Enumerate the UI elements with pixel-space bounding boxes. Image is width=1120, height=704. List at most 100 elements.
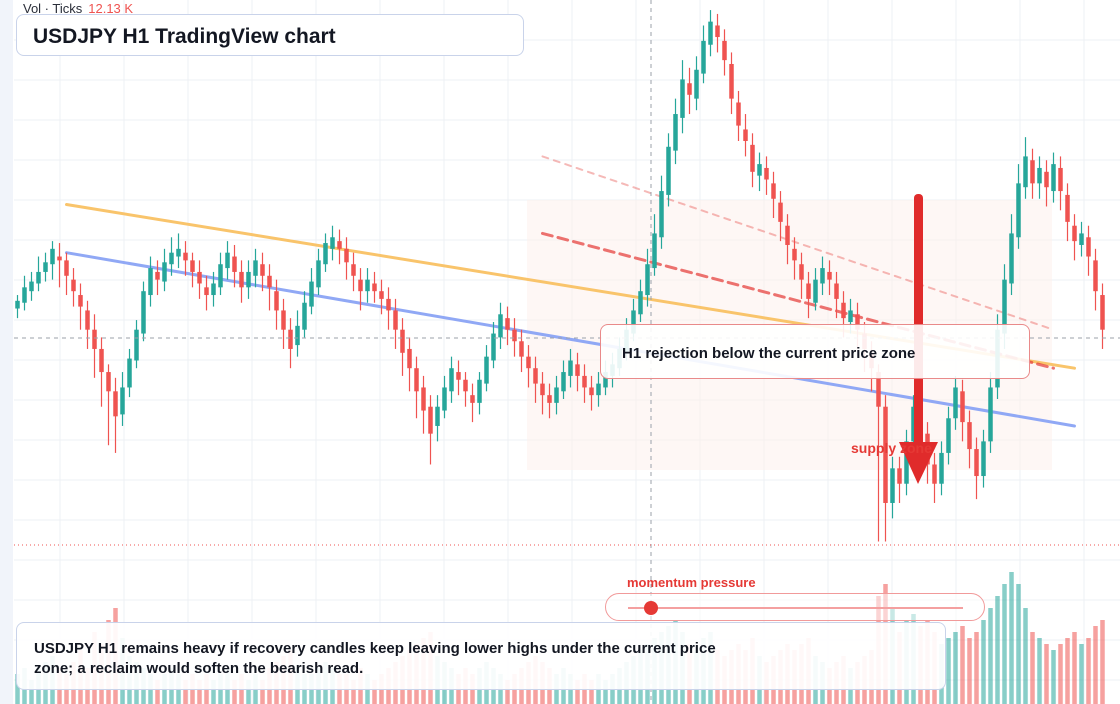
candle-body <box>421 387 426 411</box>
candle-body <box>141 291 146 334</box>
momentum-slider[interactable] <box>605 593 985 621</box>
candle-body <box>211 283 216 296</box>
summary-text: USDJPY H1 remains heavy if recovery cand… <box>34 640 716 677</box>
candle-body <box>274 291 279 311</box>
candle-body <box>204 287 209 296</box>
volume-bar <box>246 680 251 704</box>
candle-body <box>988 387 993 442</box>
candle-body <box>904 441 909 484</box>
candle-body <box>85 310 90 330</box>
candle-body <box>463 379 468 392</box>
volume-bar <box>1100 620 1105 704</box>
candle-body <box>652 233 657 269</box>
candle-body <box>372 283 377 292</box>
volume-bar <box>15 674 20 704</box>
candle-body <box>750 144 755 172</box>
candle-body <box>15 300 20 309</box>
volume-bar <box>505 680 510 704</box>
candle-body <box>1023 156 1028 188</box>
volume-indicator: Vol · Ticks 12.13 K <box>23 1 133 16</box>
candle-body <box>134 329 139 361</box>
candle-body <box>393 310 398 330</box>
candle-body <box>1016 183 1021 238</box>
candle-body <box>1072 225 1077 242</box>
candle-body <box>260 264 265 276</box>
candle-body <box>57 256 62 261</box>
candle-body <box>827 271 832 280</box>
candle-body <box>113 391 118 417</box>
candle-body <box>561 372 566 392</box>
volume-bar <box>232 680 237 704</box>
volume-bar <box>1023 608 1028 704</box>
candle-body <box>967 422 972 450</box>
candle-body <box>715 25 720 38</box>
candle-body <box>806 283 811 299</box>
candle-body <box>239 271 244 288</box>
volume-bar <box>1016 584 1021 704</box>
candle-body <box>911 406 916 442</box>
candle-body <box>414 368 419 392</box>
volume-bar <box>974 632 979 704</box>
volume-label: Vol · Ticks <box>23 1 83 16</box>
candle-body <box>932 464 937 484</box>
candle-body <box>169 252 174 265</box>
candle-body <box>771 183 776 199</box>
volume-bar <box>1058 644 1063 704</box>
candle-body <box>1079 233 1084 245</box>
candle-body <box>92 329 97 349</box>
candle-body <box>22 287 27 303</box>
candle-body <box>435 406 440 426</box>
volume-bar <box>967 638 972 704</box>
candle-body <box>1009 233 1014 284</box>
candle-body <box>722 40 727 61</box>
candle-body <box>120 387 125 415</box>
candle-body <box>813 279 818 303</box>
candle-body <box>106 372 111 392</box>
candle-body <box>512 329 517 342</box>
candle-body <box>680 79 685 118</box>
candle-body <box>659 191 664 238</box>
candle-body <box>428 406 433 434</box>
volume-bar <box>960 626 965 704</box>
candle-body <box>974 449 979 477</box>
volume-bar <box>589 680 594 704</box>
candle-body <box>575 364 580 376</box>
candle-body <box>323 243 328 265</box>
candle-body <box>939 452 944 484</box>
candle-body <box>162 262 167 282</box>
volume-bar <box>1079 644 1084 704</box>
momentum-knob[interactable] <box>644 601 659 615</box>
candle-body <box>666 146 671 195</box>
candle-body <box>631 310 636 334</box>
candle-body <box>36 271 41 284</box>
volume-bar <box>953 632 958 704</box>
chart-grid <box>14 0 1120 704</box>
volume-bar <box>183 680 188 704</box>
candle-body <box>792 248 797 261</box>
volume-value: 12.13 K <box>88 1 134 16</box>
supply-zone-label: supply zone <box>851 440 932 456</box>
candle-body <box>645 264 650 296</box>
rejection-note-card: H1 rejection below the current price zon… <box>600 324 1030 379</box>
bearish-arrow <box>899 194 938 484</box>
candle-body <box>708 21 713 45</box>
volume-bar <box>988 608 993 704</box>
candle-body <box>1044 171 1049 188</box>
volume-bar <box>995 596 1000 704</box>
candle-body <box>197 271 202 284</box>
candle-body <box>99 348 104 373</box>
candle-body <box>148 268 153 296</box>
candle-body <box>358 279 363 292</box>
candle-body <box>365 279 370 292</box>
candle-body <box>1058 167 1063 192</box>
candle-body <box>225 252 230 269</box>
candle-body <box>526 356 531 369</box>
momentum-track-line <box>628 607 963 609</box>
chart-title: USDJPY H1 TradingView chart <box>33 25 336 48</box>
candle-body <box>1002 279 1007 334</box>
candle-body <box>883 406 888 503</box>
candle-body <box>841 302 846 319</box>
candle-body <box>288 329 293 349</box>
candle-body <box>743 129 748 142</box>
candle-body <box>155 271 160 280</box>
